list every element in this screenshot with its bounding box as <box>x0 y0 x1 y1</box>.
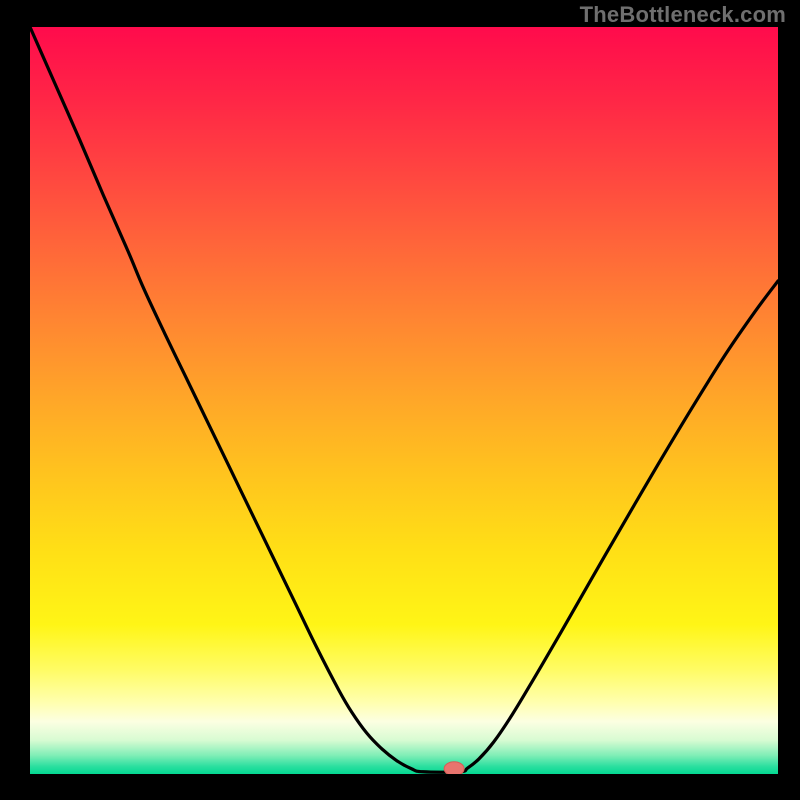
optimum-marker <box>444 762 464 776</box>
chart-stage: TheBottleneck.com <box>0 0 800 800</box>
bottleneck-chart <box>0 0 800 800</box>
watermark-text: TheBottleneck.com <box>580 2 786 28</box>
gradient-background <box>30 27 778 774</box>
